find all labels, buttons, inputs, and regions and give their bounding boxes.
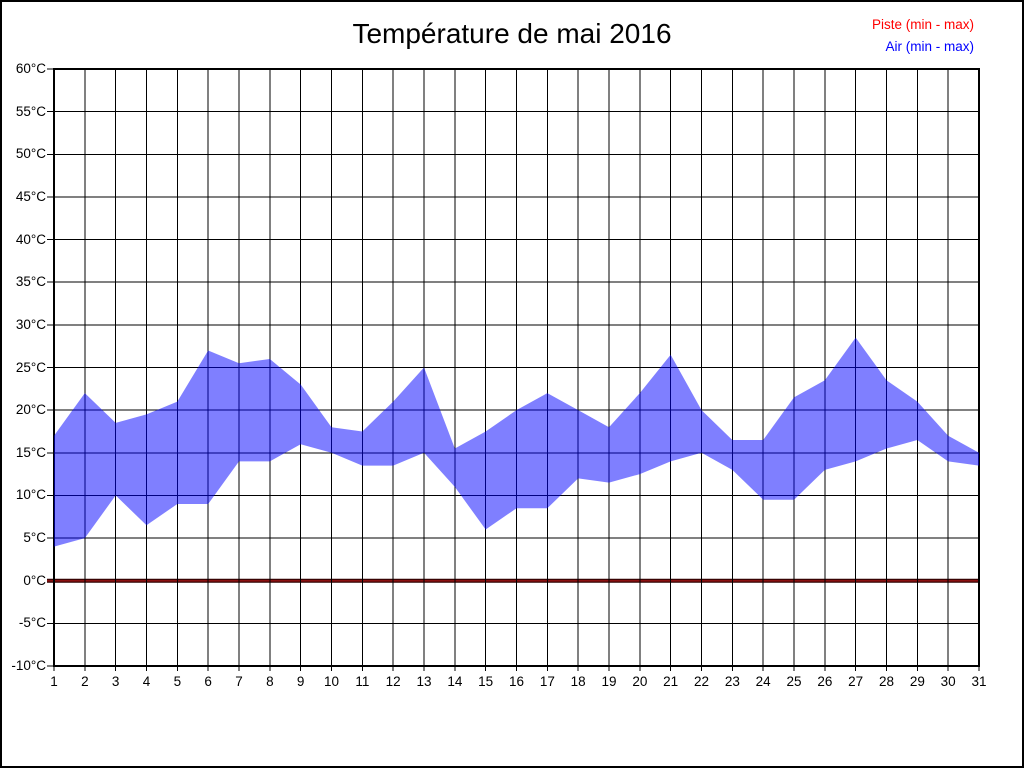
x-tick-label: 5 [173,674,182,689]
y-tick-label: 25°C [15,359,46,375]
y-tick-label: 55°C [15,103,46,119]
x-tick-label: 23 [724,674,740,689]
x-tick-label: 19 [601,674,617,689]
x-tick-label: 24 [755,674,771,689]
x-tick-label: 30 [940,674,956,689]
y-tick-label: -10°C [11,658,46,673]
x-tick-label: 3 [111,674,120,689]
x-tick-label: 13 [416,674,432,689]
y-tick-label: 0°C [23,572,46,588]
x-tick-label: 10 [323,674,340,689]
air-minmax-band [54,337,979,547]
y-tick-label: -5°C [18,615,46,631]
y-tick-label: 5°C [23,530,46,546]
y-tick-label: 40°C [15,231,46,247]
x-tick-label: 21 [663,674,679,689]
y-tick-label: 50°C [15,146,46,162]
x-tick-label: 31 [971,674,987,689]
x-tick-label: 6 [204,674,212,689]
chart-svg [47,68,980,671]
x-tick-label: 26 [817,674,833,689]
chart-legend: Piste (min - max) Air (min - max) [872,14,974,58]
x-tick-label: 16 [508,674,525,689]
x-tick-label: 9 [296,674,305,689]
y-tick-label: 35°C [15,274,46,290]
x-tick-label: 2 [81,674,89,689]
x-tick-label: 14 [447,674,463,689]
x-tick-label: 7 [235,674,243,689]
x-tick-label: 20 [632,674,648,689]
x-tick-label: 25 [786,674,802,689]
legend-air-label: Air (min - max) [885,39,975,54]
x-tick-label: 1 [50,674,58,689]
x-tick-label: 15 [478,674,494,689]
y-tick-label: 45°C [15,188,46,204]
x-tick-label: 4 [142,674,151,689]
x-tick-label: 22 [693,674,710,689]
x-tick-label: 28 [878,674,895,689]
chart-title: Température de mai 2016 [352,18,672,49]
x-tick-label: 29 [909,674,925,689]
y-tick-label: 10°C [15,487,46,503]
y-tick-label: 15°C [15,444,46,460]
plot-area [47,68,980,671]
y-tick-label: 20°C [15,402,46,418]
y-tick-label: 30°C [15,316,46,332]
legend-piste-label: Piste (min - max) [871,17,974,32]
x-tick-label: 27 [848,674,864,689]
x-tick-label: 18 [570,674,586,689]
x-tick-label: 17 [539,674,555,689]
x-tick-label: 12 [385,674,401,689]
x-tick-label: 11 [355,674,370,689]
x-tick-label: 8 [266,674,274,689]
y-tick-label: 60°C [15,61,46,76]
